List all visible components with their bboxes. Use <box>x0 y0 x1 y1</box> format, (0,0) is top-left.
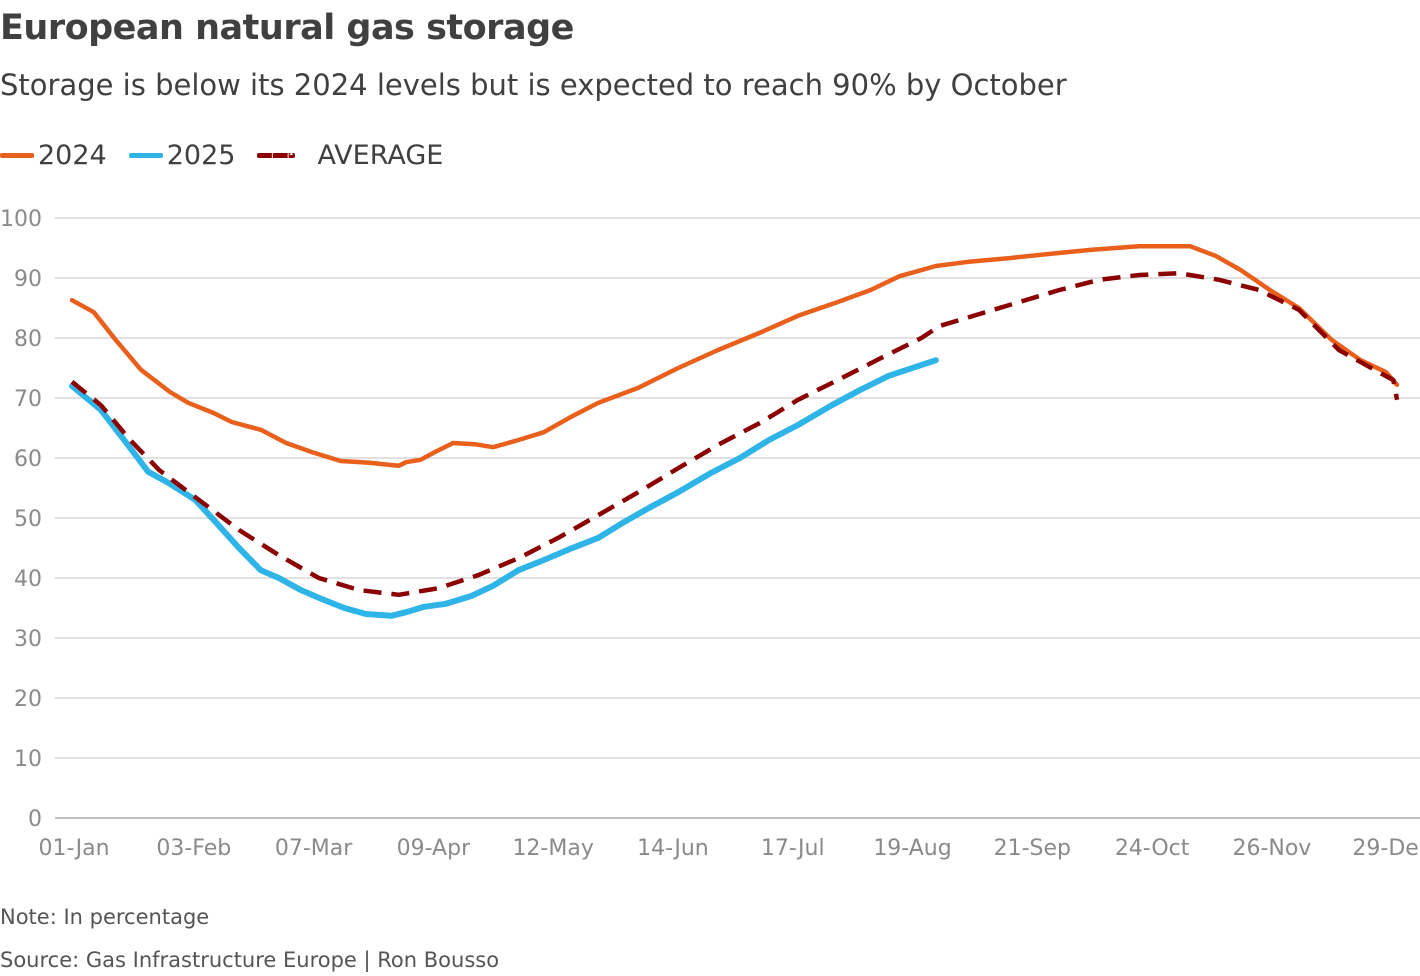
footer-note: Note: In percentage <box>0 905 210 929</box>
legend-label-2024: 2024 <box>38 140 107 171</box>
legend-swatch-2025 <box>128 153 163 158</box>
y-tick-label: 100 <box>0 207 42 232</box>
series-line-2024 <box>69 243 1400 469</box>
y-tick-label: 30 <box>14 627 42 652</box>
x-tick-label: 26-Nov <box>1232 836 1311 861</box>
legend-item-2024: 2024 <box>0 140 107 171</box>
y-tick-label: 50 <box>14 507 42 532</box>
x-tick-label: 12-May <box>512 836 593 861</box>
series-line-2025 <box>69 357 939 619</box>
x-tick-label: 01-Jan <box>38 836 109 861</box>
y-tick-label: 0 <box>28 807 42 832</box>
y-tick-label: 90 <box>14 267 42 292</box>
legend-label-average: AVERAGE <box>317 140 444 171</box>
legend-item-2025: 2025 <box>128 140 236 171</box>
y-tick-label: 60 <box>14 447 42 472</box>
y-tick-label: 10 <box>14 747 42 772</box>
y-tick-label: 40 <box>14 567 42 592</box>
x-tick-label: 07-Mar <box>275 836 353 861</box>
legend-label-2025: 2025 <box>166 140 236 171</box>
chart-title: European natural gas storage <box>0 8 574 48</box>
legend-swatch-average <box>257 153 296 158</box>
x-tick-label: 09-Apr <box>397 836 471 861</box>
x-tick-label: 17-Jul <box>761 836 825 861</box>
line-chart: 0 10 20 30 40 50 60 70 80 90 100 01-Jan 03-Feb 07-Mar… <box>0 207 1420 861</box>
x-tick-label: 14-Jun <box>637 836 709 861</box>
legend-item-average: AVERAGE <box>257 140 443 171</box>
legend-swatch-2024 <box>0 153 34 158</box>
x-tick-label: 21-Sep <box>994 836 1071 861</box>
y-tick-label: 20 <box>14 687 42 712</box>
y-tick-label: 80 <box>14 327 42 352</box>
chart-subtitle: Storage is below its 2024 levels but is … <box>0 68 1067 102</box>
x-tick-label: 19-Aug <box>873 836 951 861</box>
series-line-average <box>70 270 1400 598</box>
footer-source: Source: Gas Infrastructure Europe | Ron … <box>0 948 500 972</box>
x-tick-label: 29-Dec <box>1352 836 1420 861</box>
y-tick-label: 70 <box>14 387 42 412</box>
x-tick-label: 03-Feb <box>156 836 231 861</box>
x-tick-label: 24-Oct <box>1115 836 1190 861</box>
legend: 2024 2025 AVERAGE <box>0 140 465 171</box>
